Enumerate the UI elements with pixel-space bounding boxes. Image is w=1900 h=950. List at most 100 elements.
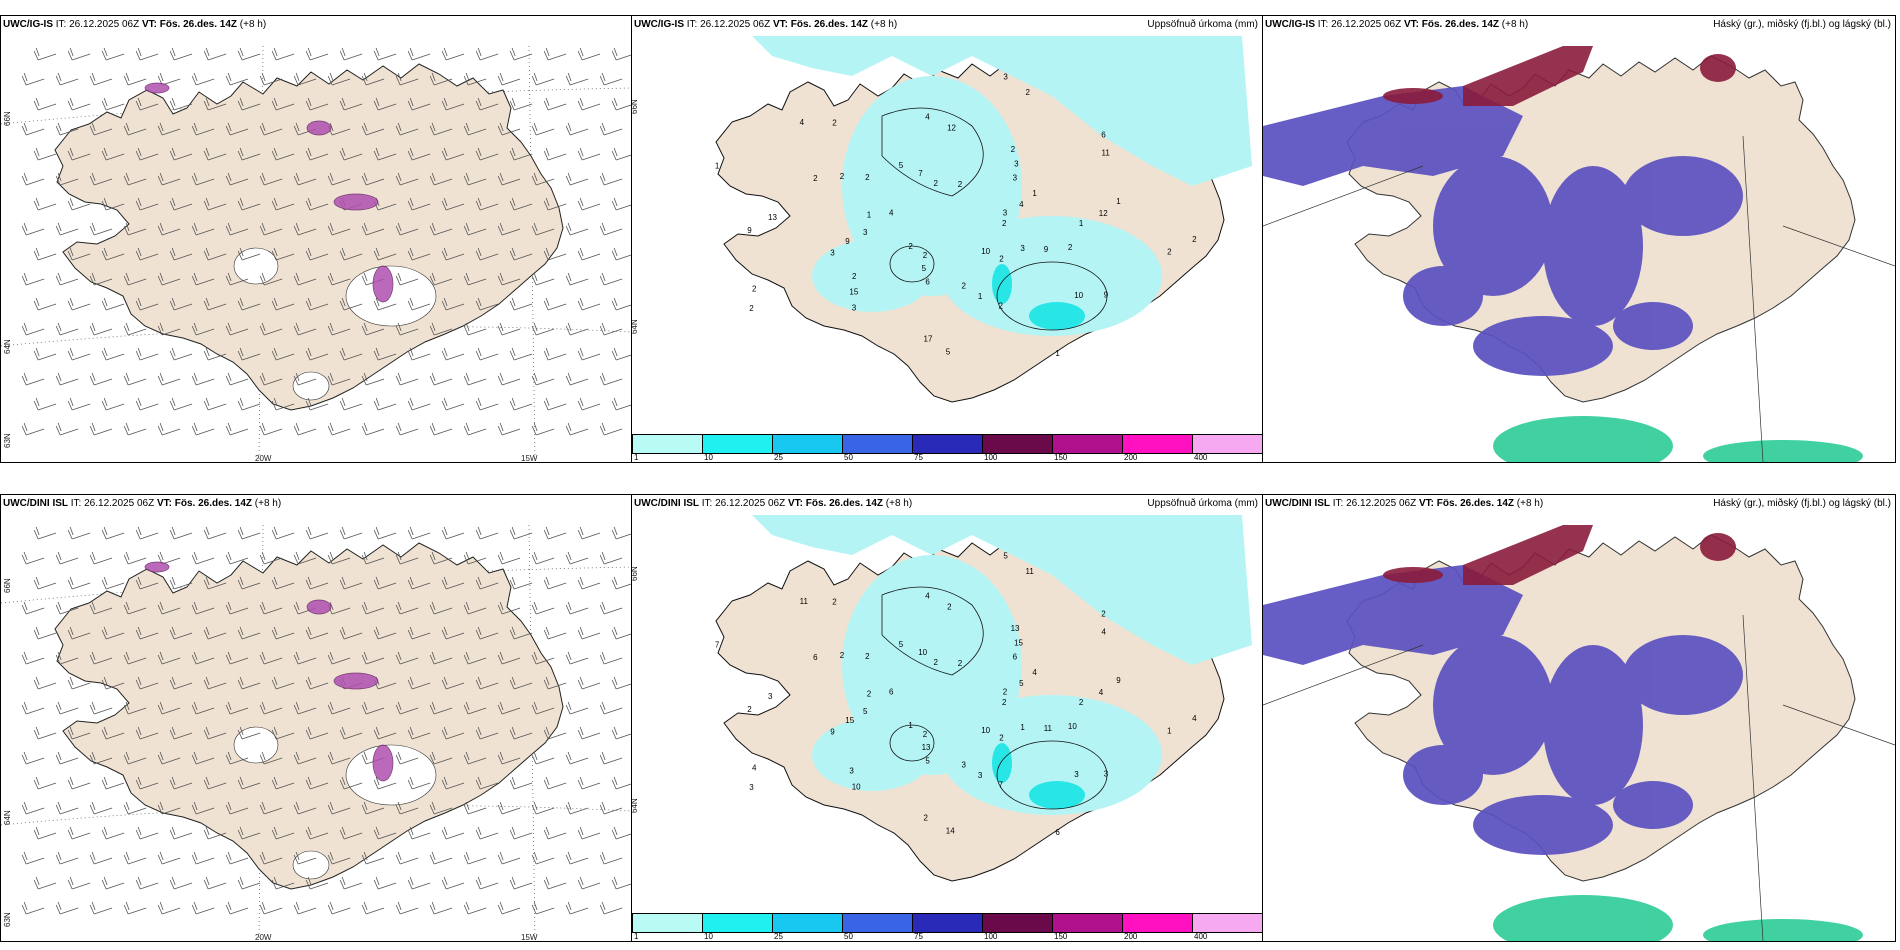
- colorbar-tick-label: 400: [1194, 453, 1208, 462]
- colorbar-tick-label: 25: [774, 932, 783, 941]
- precip-value: 10: [1068, 722, 1077, 731]
- panel-precip-bottom: UWC/DINI ISL IT: 26.12.2025 06Z VT: Fös.…: [631, 494, 1263, 942]
- colorbar-segment: [1192, 913, 1262, 933]
- precip-value: 2: [947, 602, 952, 611]
- precip-value: 2: [813, 174, 818, 183]
- precip-value: 13: [1011, 624, 1020, 633]
- precip-value: 7: [918, 169, 923, 178]
- wind-barbs: [21, 526, 631, 915]
- colorbar-tick-label: 1: [634, 932, 639, 941]
- precip-value: 6: [1013, 653, 1018, 662]
- lat-label-66n: 66N: [3, 578, 12, 593]
- wind-map: [1, 45, 631, 462]
- panel-subtitle: Háský (gr.), miðský (fj.bl.) og lágský (…: [1713, 19, 1891, 30]
- low-cloud-areas: [1493, 895, 1863, 941]
- precip-value: 1: [978, 292, 983, 301]
- precip-value: 2: [1101, 609, 1106, 618]
- colorbar-segment: [772, 913, 842, 933]
- precip-colorbar: 1 10 25 50 75 100 150 200 400: [632, 434, 1262, 462]
- panel-wind-bottom: UWC/DINI ISL IT: 26.12.2025 06Z VT: Fös.…: [0, 494, 632, 942]
- colorbar-segment: [702, 434, 772, 454]
- precip-value: 2: [1026, 88, 1031, 97]
- precip-value: 9: [1044, 245, 1049, 254]
- precip-value: 4: [1102, 627, 1107, 636]
- precip-value: 9: [747, 226, 752, 235]
- precip-value: 4: [1019, 200, 1024, 209]
- precip-value: 2: [923, 730, 928, 739]
- high-cloud-areas: [1383, 46, 1736, 106]
- colorbar-tick-label: 150: [1054, 932, 1068, 941]
- precip-value: 1: [1116, 197, 1121, 206]
- precip-colorbar: 1 10 25 50 75 100 150 200 400: [632, 913, 1262, 941]
- precip-value: 5: [946, 348, 951, 357]
- precip-value: 2: [958, 659, 963, 668]
- precip-value: 6: [889, 687, 894, 696]
- precip-value: 3: [849, 766, 854, 775]
- glacier-outlines: [881, 107, 1108, 331]
- precip-value: 9: [1104, 290, 1109, 299]
- precip-value: 3: [830, 249, 835, 258]
- precip-value: 2: [908, 242, 913, 251]
- precip-value: 5: [899, 161, 904, 170]
- lon-label-15w: 15W: [521, 933, 538, 942]
- precip-value: 2: [867, 690, 872, 699]
- colorbar-segment: [842, 434, 912, 454]
- wind-barbs: [21, 47, 631, 436]
- precip-value: 2: [852, 272, 857, 281]
- precip-value: 3: [978, 771, 983, 780]
- precip-value: 3: [1013, 174, 1018, 183]
- colorbar-segment: [1052, 434, 1122, 454]
- precip-value: 11: [1026, 567, 1035, 576]
- lon-label-20w: 20W: [255, 933, 272, 942]
- precip-value: 4: [925, 592, 930, 601]
- precip-value: 1: [715, 162, 720, 171]
- panel-wind-top: UWC/IG-IS IT: 26.12.2025 06Z VT: Fös. 26…: [0, 15, 632, 463]
- precip-value: 2: [1003, 688, 1008, 697]
- precip-value: 6: [1055, 828, 1060, 837]
- precip-value-labels: 2222116523222134996542231044579931212151…: [715, 72, 1197, 358]
- lat-label-64n: 64N: [631, 319, 639, 334]
- precip-value: 2: [999, 301, 1004, 310]
- precip-value: 12: [947, 123, 956, 132]
- precip-value: 9: [830, 728, 835, 737]
- precip-value: 10: [981, 726, 990, 735]
- precip-value: 1: [1079, 219, 1084, 228]
- precip-value: 5: [1003, 551, 1008, 560]
- precip-value: 2: [962, 281, 967, 290]
- precip-value: 2: [865, 652, 870, 661]
- panel-cloud-top: UWC/IG-IS IT: 26.12.2025 06Z VT: Fös. 26…: [1262, 15, 1896, 463]
- colorbar-tick-label: 200: [1124, 932, 1138, 941]
- precip-value: 1: [1020, 723, 1025, 732]
- precip-type-patches: [144, 82, 394, 303]
- precip-value: 3: [1003, 72, 1008, 81]
- wind-map: [1, 524, 631, 941]
- precip-value: 4: [1099, 688, 1104, 697]
- grid-lines: [1263, 614, 1895, 941]
- precip-value: 7: [715, 641, 720, 650]
- panel-precip-top: UWC/IG-IS IT: 26.12.2025 06Z VT: Fös. 26…: [631, 15, 1263, 463]
- colorbar-segment: [1192, 434, 1262, 454]
- colorbar-segment: [772, 434, 842, 454]
- precip-areas: [752, 36, 1252, 336]
- precip-value: 2: [865, 173, 870, 182]
- high-cloud-areas: [1383, 525, 1736, 585]
- precip-value: 15: [845, 716, 854, 725]
- precip-value: 3: [863, 228, 868, 237]
- lat-label-66n: 66N: [631, 566, 639, 581]
- precip-value: 2: [924, 814, 929, 823]
- precip-value: 2: [934, 658, 939, 667]
- panel-title: UWC/IG-IS IT: 26.12.2025 06Z VT: Fös. 26…: [634, 19, 898, 30]
- precip-value: 2: [1002, 698, 1007, 707]
- colorbar-tick-label: 10: [704, 453, 713, 462]
- lat-label-66n: 66N: [3, 111, 12, 126]
- precip-value: 6: [1101, 130, 1106, 139]
- precip-value: 5: [925, 756, 930, 765]
- precip-value: 1: [867, 211, 872, 220]
- precip-value: 5: [899, 640, 904, 649]
- precip-value: 1: [1032, 189, 1037, 198]
- colorbar-tick-label: 200: [1124, 453, 1138, 462]
- precip-value: 2: [934, 179, 939, 188]
- precip-value: 3: [768, 692, 773, 701]
- colorbar-segment: [1122, 434, 1192, 454]
- lat-label-64n: 64N: [3, 810, 12, 825]
